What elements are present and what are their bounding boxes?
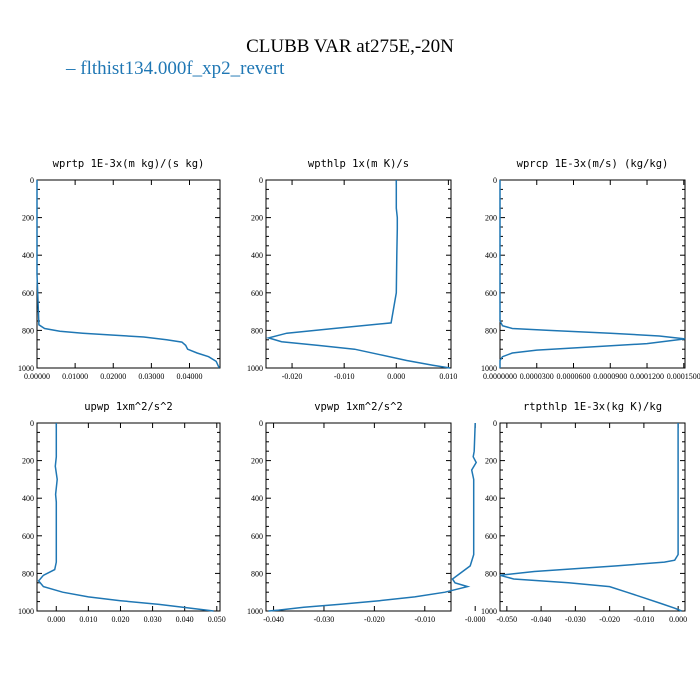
x-tick-label: 0.0000600: [557, 372, 591, 381]
x-tick-label: 0.000: [47, 615, 65, 624]
x-tick-label: 0.040: [176, 615, 194, 624]
series-line-1: [37, 423, 214, 612]
x-tick-label: 0.050: [208, 615, 226, 624]
series-line-1: [268, 422, 478, 612]
x-tick-label: 0.000: [669, 615, 687, 624]
y-tick-label: 400: [251, 494, 263, 503]
x-tick-label: 0.0000900: [593, 372, 627, 381]
y-tick-label: 200: [251, 214, 263, 223]
x-tick-label: -0.010: [634, 615, 655, 624]
plot-frame: [499, 422, 686, 612]
y-tick-label: 0: [259, 419, 263, 428]
x-tick-label: 0.02000: [100, 372, 126, 381]
y-tick-label: 400: [485, 251, 497, 260]
x-tick-label: 0.000: [387, 372, 405, 381]
y-tick-label: 400: [485, 494, 497, 503]
y-tick-label: 800: [22, 326, 34, 335]
x-tick-label: -0.020: [599, 615, 620, 624]
y-tick-label: 600: [251, 532, 263, 541]
chart-panel-6: rtpthlp 1E-3x(kg K)/kg02004006008001000-…: [481, 401, 687, 624]
y-tick-label: 600: [485, 289, 497, 298]
x-tick-label: 0.03000: [138, 372, 164, 381]
x-tick-label: -0.030: [565, 615, 586, 624]
x-tick-label: -0.010: [334, 372, 355, 381]
x-tick-label: 0.01000: [62, 372, 88, 381]
plot-frame: [36, 179, 221, 369]
chart-panel-3: wprcp 1E-3x(m/s) (kg/kg) 0 200 400 600 800 100…: [481, 158, 700, 381]
plot-frame: [499, 179, 686, 369]
x-tick-label: -0.020: [282, 372, 303, 381]
x-tick-label: 0.020: [111, 615, 129, 624]
y-tick-label: 200: [485, 457, 497, 466]
x-tick-label: -0.020: [364, 615, 385, 624]
y-tick-label: 200: [251, 457, 263, 466]
y-tick-label: 1000: [18, 607, 34, 616]
x-tick-label: -0.030: [314, 615, 335, 624]
x-tick-label: 0.0001500: [667, 372, 700, 381]
y-tick-label: 0: [30, 419, 34, 428]
y-tick-label: 0: [259, 176, 263, 185]
x-tick-label: 0.0000300: [520, 372, 554, 381]
y-tick-label: 600: [485, 532, 497, 541]
y-tick-label: 800: [251, 569, 263, 578]
y-tick-label: 1000: [18, 364, 34, 373]
y-tick-label: 200: [485, 214, 497, 223]
x-tick-label: -0.000: [465, 615, 486, 624]
y-tick-label: 1000: [481, 364, 497, 373]
y-tick-label: 400: [22, 494, 34, 503]
y-tick-label: 1000: [247, 607, 263, 616]
y-tick-label: 800: [485, 326, 497, 335]
y-tick-label: 200: [22, 457, 34, 466]
chart-title: vpwp 1xm^2/s^2: [314, 401, 403, 413]
series-line-1: [36, 180, 220, 369]
plot-frame: [36, 422, 221, 612]
y-tick-label: 600: [22, 289, 34, 298]
y-tick-label: 1000: [247, 364, 263, 373]
chart-title: rtpthlp 1E-3x(kg K)/kg: [523, 401, 662, 413]
x-tick-label: 0.04000: [177, 372, 203, 381]
y-tick-label: 400: [22, 251, 34, 260]
x-tick-label: -0.040: [531, 615, 552, 624]
x-tick-label: 0.010: [79, 615, 97, 624]
x-tick-label: 0.0000000: [483, 372, 517, 381]
chart-title: wprcp 1E-3x(m/s) (kg/kg): [517, 158, 669, 170]
plot-frame: [265, 422, 452, 612]
x-tick-label: -0.040: [263, 615, 284, 624]
page-title: CLUBB VAR at275E,-20N: [246, 36, 454, 57]
y-tick-label: 1000: [481, 607, 497, 616]
legend-line-marker: –: [66, 58, 81, 79]
y-tick-label: 800: [22, 569, 34, 578]
chart-title: upwp 1xm^2/s^2: [84, 401, 173, 413]
y-tick-label: 800: [251, 326, 263, 335]
series-line-1: [499, 180, 686, 368]
y-tick-label: 400: [251, 251, 263, 260]
x-tick-label: -0.050: [497, 615, 518, 624]
y-tick-label: 600: [22, 532, 34, 541]
chart-panel-5: vpwp 1xm^2/s^2 0 200 400 600 800 1000-0.040 -0.…: [247, 401, 486, 624]
y-tick-label: 600: [251, 289, 263, 298]
y-tick-label: 0: [493, 176, 497, 185]
x-tick-label: 0.030: [144, 615, 162, 624]
y-tick-label: 200: [22, 214, 34, 223]
x-tick-label: 0.010: [439, 372, 457, 381]
y-tick-label: 800: [485, 569, 497, 578]
chart-title: wprtp 1E-3x(m kg)/(s kg): [53, 158, 205, 170]
y-tick-label: 0: [493, 419, 497, 428]
series-line-1: [499, 423, 682, 612]
chart-panel-4: upwp 1xm^2/s^2 0 200 400 600 800 1000 0.000 0.01…: [18, 401, 226, 624]
legend: – flthist134.000f_xp2_revert: [66, 58, 284, 80]
series-line-1: [265, 180, 451, 369]
x-tick-label: 0.00000: [24, 372, 50, 381]
plot-frame: [265, 179, 452, 369]
y-tick-label: 0: [30, 176, 34, 185]
chart-panel-1: wprtp 1E-3x(m kg)/(s kg) 0 200 400 600 800 100…: [18, 158, 221, 381]
x-tick-label: 0.0001200: [630, 372, 664, 381]
x-tick-label: -0.010: [414, 615, 435, 624]
legend-label: flthist134.000f_xp2_revert: [80, 58, 285, 79]
chart-title: wpthlp 1x(m K)/s: [308, 158, 409, 170]
chart-panel-2: wpthlp 1x(m K)/s 0 200 400 600 800 1000 -0.020 -…: [247, 158, 457, 381]
